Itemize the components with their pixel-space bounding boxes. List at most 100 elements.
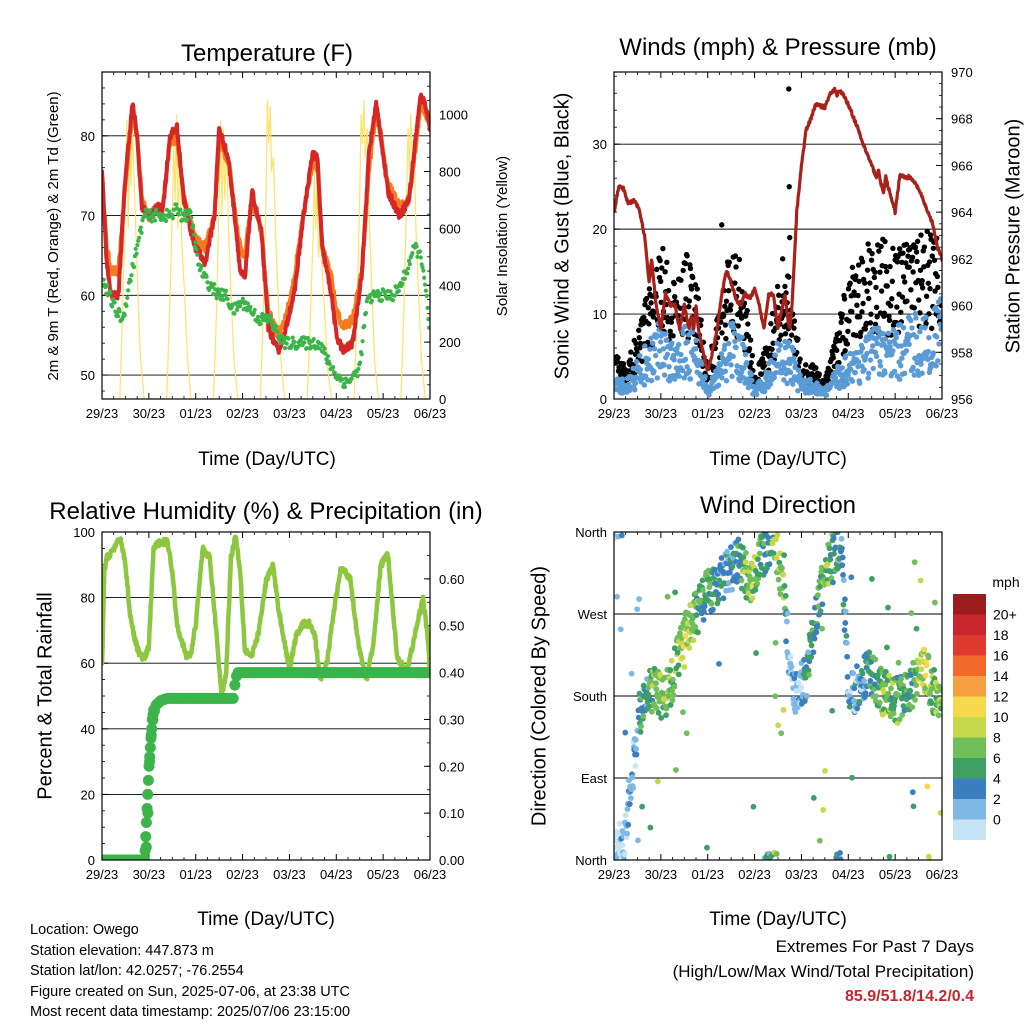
y2-tick-label: 0.00 <box>439 853 464 868</box>
direction-point <box>885 690 892 697</box>
direction-point <box>862 690 869 697</box>
wind-point <box>641 382 648 388</box>
direction-point <box>738 577 745 584</box>
wind-point <box>873 353 880 360</box>
wind-point <box>893 334 899 341</box>
dewpoint-point <box>204 274 209 279</box>
direction-point <box>690 637 697 644</box>
y2-tick-label: 1000 <box>439 108 468 123</box>
direction-point <box>840 601 847 608</box>
gust-point <box>845 328 851 334</box>
gust-point <box>931 257 938 263</box>
direction-point <box>935 712 942 719</box>
gust-point <box>919 285 926 291</box>
gust-point <box>934 273 941 280</box>
gust-point <box>894 304 900 310</box>
direction-point <box>755 556 761 563</box>
direction-point <box>615 846 622 852</box>
direction-point <box>680 709 686 716</box>
wind-point <box>681 375 687 381</box>
precip-point <box>422 667 430 679</box>
direction-point <box>779 565 785 572</box>
series-total-precipitation <box>102 667 430 860</box>
gust-point <box>722 322 729 328</box>
direction-point <box>653 680 659 687</box>
dewpoint-point <box>302 340 307 345</box>
gust-point <box>910 269 916 275</box>
gust-point <box>735 323 741 329</box>
direction-point <box>811 635 818 642</box>
gust-point <box>637 340 644 347</box>
wind-point <box>790 381 796 387</box>
gust-outlier <box>786 86 792 92</box>
direction-point <box>636 690 643 697</box>
wind-point <box>936 313 942 320</box>
wind-point <box>654 375 660 381</box>
direction-point <box>843 640 850 646</box>
dewpoint-point <box>167 209 172 214</box>
x-tick-label: 30/23 <box>133 406 166 421</box>
wind-point <box>795 388 801 394</box>
y2-axis-label: Solar Insolation (Yellow) <box>494 156 511 316</box>
dewpoint-point <box>169 212 175 218</box>
chart-title: Winds (mph) & Pressure (mb) <box>619 34 936 61</box>
y-tick-label: 100 <box>73 525 95 540</box>
dewpoint-point <box>170 216 175 221</box>
series-dewpoint <box>102 202 430 390</box>
gust-point <box>747 337 754 343</box>
direction-point <box>752 586 759 593</box>
direction-point <box>922 685 929 692</box>
wind-point <box>730 353 736 360</box>
gust-point <box>728 302 734 308</box>
direction-point <box>745 590 752 597</box>
dewpoint-point <box>360 339 365 344</box>
wind-point <box>899 355 905 361</box>
wind-point <box>933 363 939 369</box>
precip-point <box>142 774 154 786</box>
x-tick-label: 29/23 <box>86 406 119 421</box>
x-axis-label: Time (Day/UTC) <box>198 449 336 470</box>
dewpoint-point <box>252 307 257 313</box>
dewpoint-point <box>378 291 383 296</box>
wind-point <box>906 341 912 348</box>
dewpoint-point <box>223 292 228 298</box>
y2-tick-label: 0.50 <box>439 619 464 634</box>
direction-point <box>783 618 790 625</box>
station-location: Location: Owego <box>30 922 139 938</box>
gust-point <box>637 345 643 351</box>
gust-point <box>775 304 781 311</box>
direction-point <box>614 593 620 600</box>
wind-point <box>632 380 639 386</box>
direction-point <box>839 562 846 569</box>
wind-point <box>670 352 677 359</box>
y-tick-label: West <box>578 607 608 622</box>
wind-point <box>651 346 658 352</box>
dewpoint-point <box>221 297 226 303</box>
gust-point <box>662 269 668 275</box>
wind-point <box>930 350 937 356</box>
direction-point <box>841 627 848 634</box>
y2-tick-label: 0.20 <box>439 759 464 774</box>
direction-point <box>729 586 735 593</box>
wind-point <box>661 372 668 378</box>
gust-point <box>862 326 869 332</box>
dewpoint-point <box>191 232 197 237</box>
wind-point <box>660 346 667 352</box>
dewpoint-point <box>289 343 294 348</box>
gust-point <box>900 250 906 256</box>
series-wind-direction <box>614 532 942 860</box>
direction-point <box>828 575 835 581</box>
y2-tick-label: 0.30 <box>439 712 464 727</box>
dewpoint-point <box>104 283 110 288</box>
direction-point <box>918 666 925 673</box>
x-tick-label: 01/23 <box>691 406 724 421</box>
direction-point <box>740 554 747 561</box>
gust-point <box>646 286 653 292</box>
direction-point <box>848 574 855 581</box>
direction-point <box>699 587 706 593</box>
wind-point <box>912 311 919 317</box>
wind-point <box>784 380 790 387</box>
gust-point <box>867 320 874 326</box>
wind-point <box>861 367 867 373</box>
wind-point <box>832 375 839 381</box>
